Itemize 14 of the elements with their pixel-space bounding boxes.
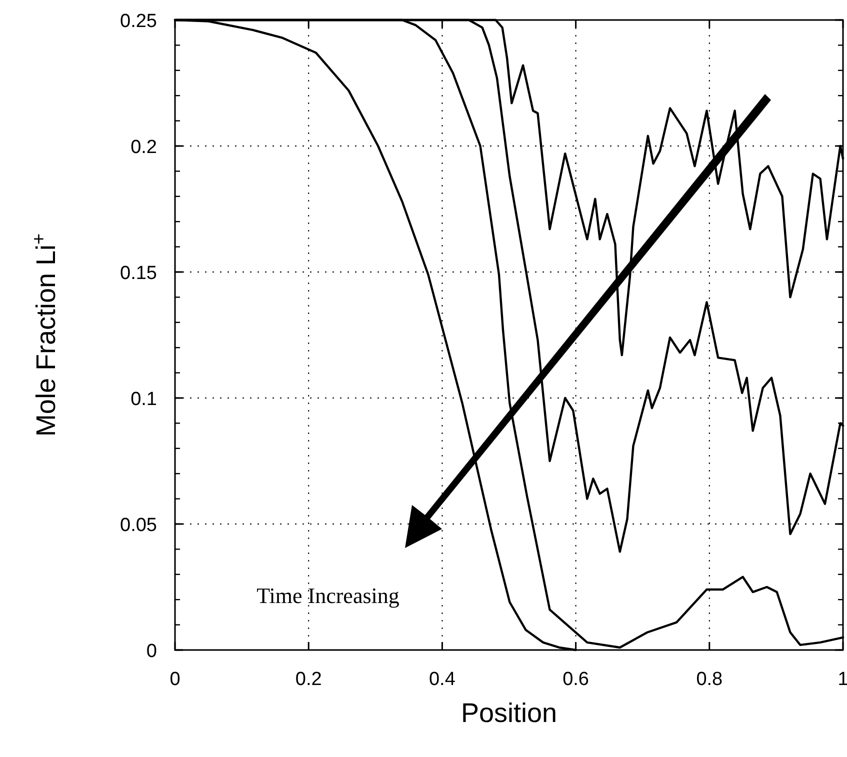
- annotation: Time Increasing: [256, 583, 400, 608]
- x-tick-label: 0.2: [295, 669, 322, 690]
- x-axis-title: Position: [460, 698, 558, 728]
- y-tick-label: 0.05: [120, 515, 157, 536]
- y-tick-label: 0.1: [130, 389, 157, 410]
- y-tick-label: 0.25: [120, 11, 157, 32]
- x-tick-label: 0.6: [562, 669, 590, 690]
- y-tick-label: 0.15: [120, 263, 157, 284]
- x-tick-label: 1: [838, 669, 847, 690]
- x-tick-label: 0: [170, 669, 180, 690]
- y-tick-label: 0: [146, 641, 157, 662]
- x-tick-label: 0.4: [428, 669, 456, 690]
- x-tick-label: 0.8: [696, 669, 723, 690]
- y-tick-label: 0.2: [130, 137, 157, 158]
